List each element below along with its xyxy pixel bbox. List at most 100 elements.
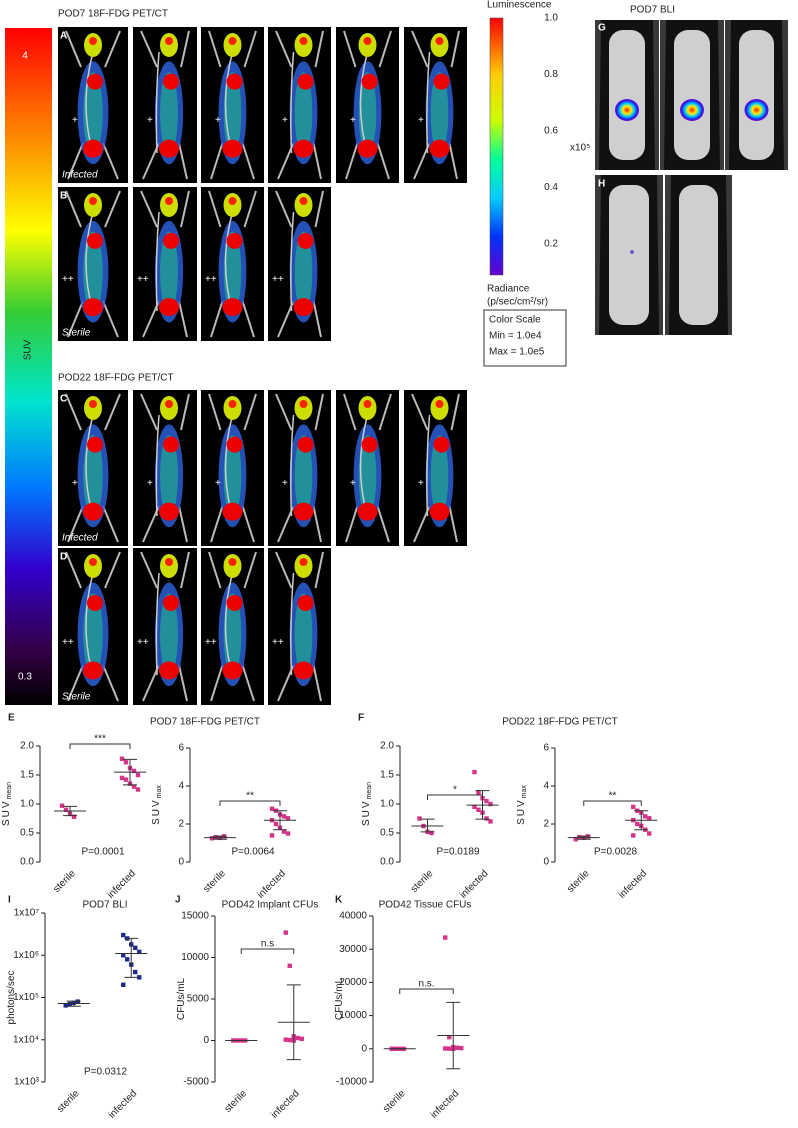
head-hot <box>165 558 173 566</box>
chart-title: POD7 18F-FDG PET/CT <box>150 717 260 728</box>
chart-title: POD7 BLI <box>82 900 127 911</box>
bladder <box>83 139 103 158</box>
p-value: P=0.0064 <box>231 847 275 858</box>
y-tick-label: 1x10⁵ <box>13 992 39 1003</box>
significance-label: n.s. <box>418 979 434 990</box>
section-title: POD7 18F-FDG PET/CT <box>58 9 168 20</box>
data-point <box>647 831 652 836</box>
y-axis-label: SUVmax <box>151 785 163 825</box>
y-tick-label: 15000 <box>181 911 209 922</box>
pet-scan <box>133 548 197 705</box>
head-hot <box>435 37 444 45</box>
data-point <box>63 807 69 812</box>
x-tick-label: infected <box>105 868 138 901</box>
body-core <box>160 435 178 517</box>
y-tick-label: 1x10⁶ <box>13 950 39 961</box>
body-core <box>160 231 178 312</box>
pet-scan <box>268 390 331 546</box>
body-core <box>430 435 449 517</box>
spine <box>155 51 160 154</box>
pet-scan <box>268 187 331 341</box>
y-tick-label: 1x10³ <box>14 1077 40 1088</box>
significance-bracket <box>399 988 454 994</box>
skeleton <box>140 30 190 180</box>
pet-scan <box>58 390 128 546</box>
bladder <box>159 502 179 521</box>
head-hot <box>299 558 308 566</box>
significance-label: ** <box>246 791 254 802</box>
significance-bracket <box>583 800 642 806</box>
section-title: POD22 18F-FDG PET/CT <box>58 373 174 384</box>
x-tick-label: sterile <box>223 1088 250 1115</box>
data-point <box>121 982 126 987</box>
p-value: P=0.0001 <box>81 847 125 858</box>
y-tick-label: 6 <box>543 743 549 754</box>
pet-scan <box>201 548 264 705</box>
x-tick-label: sterile <box>201 868 228 895</box>
skeleton <box>343 393 392 543</box>
mouse-belly <box>609 185 649 325</box>
y-tick-label: 10000 <box>339 1010 367 1021</box>
heart <box>226 594 243 611</box>
data-point <box>59 803 65 808</box>
lesion-marker: + <box>418 478 424 489</box>
data-point <box>123 777 129 782</box>
y-tick-label: 1.5 <box>20 770 34 781</box>
head-hot <box>165 37 173 45</box>
y-tick-label: 10000 <box>181 952 209 963</box>
faint-signal <box>630 250 634 254</box>
x-tick-label: infected <box>107 1088 140 1121</box>
data-point <box>472 769 477 775</box>
bli-signal <box>680 99 704 121</box>
data-point <box>281 829 287 834</box>
data-point <box>137 949 142 955</box>
y-tick-label: -5000 <box>183 1077 209 1088</box>
head-hot <box>165 197 173 205</box>
data-point <box>119 756 125 761</box>
body-core <box>294 593 313 676</box>
skeleton <box>275 393 324 543</box>
lesion-marker: + <box>72 115 78 126</box>
y-tick-label: 2 <box>543 819 549 830</box>
y-axis-label: CFUs/mL <box>176 977 187 1020</box>
bladder <box>357 502 378 521</box>
lesion-marker: + <box>350 115 356 126</box>
head-hot <box>435 400 444 408</box>
head-hot <box>299 197 308 205</box>
data-point <box>417 816 422 821</box>
error-bar <box>446 1001 461 1070</box>
pet-scan <box>201 187 264 341</box>
heart <box>361 73 378 90</box>
data-point <box>447 1034 452 1040</box>
spine <box>290 51 295 154</box>
bladder <box>222 298 243 317</box>
x-tick-label: infected <box>255 868 288 901</box>
bladder <box>222 502 243 521</box>
data-point <box>283 1037 288 1042</box>
lesion-marker: + <box>147 115 153 126</box>
head-hot <box>363 400 372 408</box>
bli-signal <box>615 99 639 121</box>
spine <box>290 414 295 517</box>
data-point <box>443 1046 448 1051</box>
y-tick-label: 1.0 <box>380 799 394 810</box>
scale-title: Luminescence <box>487 0 552 11</box>
scale-box-text: Max = 1.0e5 <box>489 347 545 358</box>
data-point <box>67 1001 72 1007</box>
significance-bracket <box>219 800 281 806</box>
x-tick-label: sterile <box>51 868 78 895</box>
lesion-marker: + <box>215 115 221 126</box>
skeleton <box>275 551 324 702</box>
chart-title: POD42 Tissue CFUs <box>379 900 472 911</box>
data-point <box>295 1035 300 1041</box>
data-point <box>285 831 291 836</box>
lesion-marker: + <box>215 478 221 489</box>
body-core <box>430 72 449 154</box>
lesion-marker: + <box>418 115 424 126</box>
y-axis-label-main: photons/sec <box>6 971 17 1025</box>
data-point <box>631 804 636 810</box>
spine <box>426 414 431 517</box>
skeleton <box>208 190 257 338</box>
data-point <box>131 784 137 789</box>
